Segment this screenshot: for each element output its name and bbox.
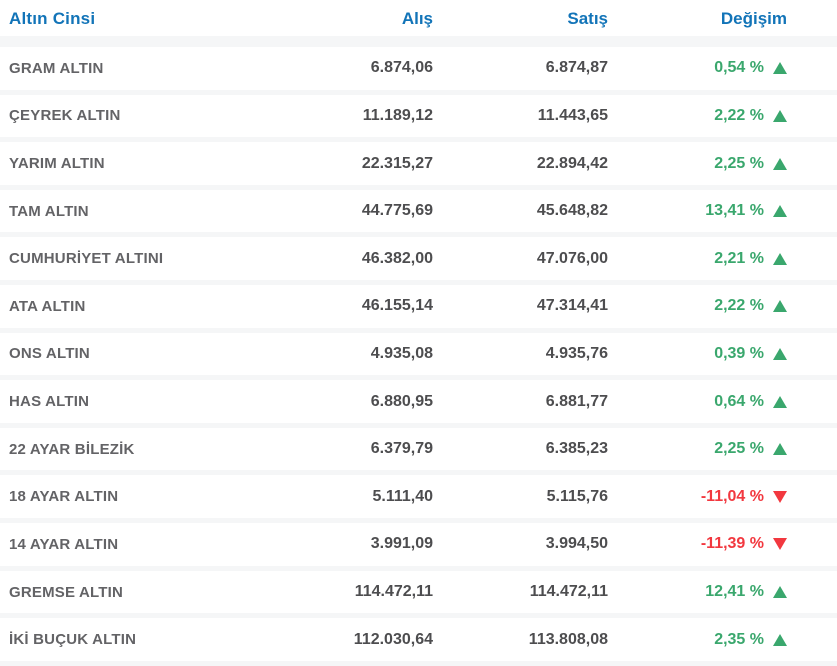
gold-type-cell: YARIM ALTIN [9, 155, 105, 173]
sell-price-cell: 6.881,77 [545, 392, 608, 410]
buy-price-cell: 6.874,06 [370, 59, 433, 77]
gold-type-cell: TAM ALTIN [9, 202, 89, 220]
gold-type-cell: GRAM ALTIN [9, 59, 104, 77]
gold-type-cell: ATA ALTIN [9, 297, 86, 315]
change-percent: 2,22 % [714, 297, 764, 315]
table-row[interactable]: 18 AYAR ALTIN 5.111,40 5.115,76 -11,04 % [0, 475, 837, 524]
gold-type-cell: CUMHURİYET ALTINI [9, 250, 164, 268]
buy-price-cell: 46.382,00 [361, 249, 433, 267]
change-percent: 2,21 % [714, 249, 764, 267]
change-percent: 13,41 % [705, 202, 764, 220]
change-cell: 2,35 % [608, 630, 837, 648]
change-percent: 0,54 % [714, 59, 764, 77]
change-percent: 0,39 % [714, 344, 764, 362]
sell-price-cell: 6.385,23 [545, 440, 608, 458]
up-arrow-icon [773, 252, 787, 265]
table-row[interactable]: TAM ALTIN 44.775,69 45.648,82 13,41 % [0, 189, 837, 238]
up-arrow-icon [773, 395, 787, 408]
buy-price-cell: 112.030,64 [353, 630, 433, 648]
down-arrow-icon [773, 490, 787, 503]
gold-type-cell: ONS ALTIN [9, 345, 90, 363]
up-arrow-icon [773, 62, 787, 75]
column-header-sell: Satış [567, 8, 608, 28]
change-cell: 2,21 % [608, 249, 837, 267]
buy-price-cell: 5.111,40 [372, 487, 433, 505]
change-percent: 2,22 % [714, 106, 764, 124]
table-row[interactable]: ONS ALTIN 4.935,08 4.935,76 0,39 % [0, 332, 837, 381]
table-row[interactable]: 14 AYAR ALTIN 3.991,09 3.994,50 -11,39 % [0, 523, 837, 571]
table-row[interactable]: ÇEYREK ALTIN 11.189,12 11.443,65 2,22 % [0, 94, 837, 143]
change-cell: 0,54 % [608, 60, 837, 76]
change-cell: 0,39 % [608, 344, 837, 362]
gold-type-cell: HAS ALTIN [9, 393, 90, 411]
change-percent: 0,64 % [714, 392, 764, 410]
sell-price-cell: 45.648,82 [536, 202, 608, 220]
table-row[interactable]: YARIM ALTIN 22.315,27 22.894,42 2,25 % [0, 142, 837, 190]
gold-type-cell: İKİ BUÇUK ALTIN [9, 631, 137, 649]
up-arrow-icon [773, 586, 787, 598]
change-percent: -11,39 % [700, 535, 764, 553]
change-percent: 12,41 % [705, 583, 764, 600]
change-cell: 2,25 % [608, 154, 837, 172]
gold-type-cell: 22 AYAR BİLEZİK [9, 440, 135, 458]
gold-type-cell: 14 AYAR ALTIN [9, 535, 119, 553]
up-arrow-icon [773, 157, 787, 170]
sell-price-cell: 47.314,41 [536, 297, 608, 315]
change-cell: 2,22 % [608, 106, 837, 124]
gold-type-cell: GREMSE ALTIN [9, 583, 124, 601]
buy-price-cell: 44.775,69 [361, 202, 433, 220]
buy-price-cell: 22.315,27 [361, 154, 433, 172]
table-row[interactable]: ATA ALTIN 46.155,14 47.314,41 2,22 % [0, 285, 837, 333]
sell-price-cell: 47.076,00 [536, 249, 608, 267]
change-percent: 2,25 % [714, 440, 764, 458]
sell-price-cell: 6.874,87 [545, 59, 608, 77]
sell-price-cell: 5.115,76 [546, 487, 608, 505]
change-cell: 0,64 % [608, 392, 837, 410]
change-cell: 2,25 % [608, 441, 837, 457]
change-cell: 2,22 % [608, 298, 837, 314]
sell-price-cell: 113.808,08 [528, 630, 608, 648]
sell-price-cell: 22.894,42 [536, 154, 608, 172]
buy-price-cell: 4.935,08 [370, 344, 433, 362]
table-row[interactable]: İKİ BUÇUK ALTIN 112.030,64 113.808,08 2,… [0, 618, 837, 666]
change-cell: -11,04 % [608, 487, 837, 505]
change-cell: -11,39 % [608, 536, 837, 552]
up-arrow-icon [773, 109, 787, 122]
table-row[interactable]: GREMSE ALTIN 114.472,11 114.472,11 12,41… [0, 570, 837, 619]
sell-price-cell: 114.472,11 [529, 583, 608, 600]
sell-price-cell: 3.994,50 [545, 535, 608, 553]
up-arrow-icon [773, 633, 787, 646]
table-header-row: Altın Cinsi Alış Satış Değişim [0, 0, 837, 47]
table-row[interactable]: GRAM ALTIN 6.874,06 6.874,87 0,54 % [0, 47, 837, 95]
buy-price-cell: 46.155,14 [361, 297, 433, 315]
buy-price-cell: 6.880,95 [370, 392, 433, 410]
table-row[interactable]: HAS ALTIN 6.880,95 6.881,77 0,64 % [0, 380, 837, 428]
up-arrow-icon [773, 205, 787, 218]
gold-type-cell: 18 AYAR ALTIN [9, 488, 119, 506]
change-percent: -11,04 % [700, 487, 764, 505]
change-cell: 12,41 % [608, 584, 837, 600]
buy-price-cell: 11.189,12 [362, 106, 433, 124]
up-arrow-icon [773, 443, 787, 456]
sell-price-cell: 4.935,76 [545, 344, 608, 362]
column-header-change: Değişim [720, 8, 787, 28]
sell-price-cell: 11.443,65 [537, 106, 608, 124]
column-header-gold-type: Altın Cinsi [9, 8, 96, 28]
buy-price-cell: 3.991,09 [370, 535, 433, 553]
up-arrow-icon [773, 347, 787, 360]
buy-price-cell: 114.472,11 [354, 583, 433, 600]
change-percent: 2,25 % [714, 154, 764, 172]
change-cell: 13,41 % [608, 203, 837, 219]
down-arrow-icon [773, 538, 787, 551]
column-header-buy: Alış [401, 8, 433, 28]
buy-price-cell: 6.379,79 [370, 440, 433, 458]
table-row[interactable]: 22 AYAR BİLEZİK 6.379,79 6.385,23 2,25 % [0, 427, 837, 476]
up-arrow-icon [773, 300, 787, 313]
table-row[interactable]: CUMHURİYET ALTINI 46.382,00 47.076,00 2,… [0, 237, 837, 286]
change-percent: 2,35 % [714, 630, 764, 648]
gold-type-cell: ÇEYREK ALTIN [9, 107, 121, 125]
